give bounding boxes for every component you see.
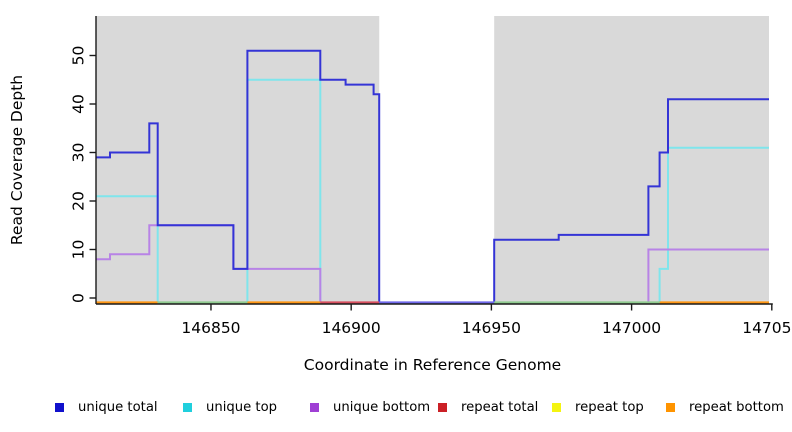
legend-swatch-icon — [183, 402, 192, 412]
plot-bg-left — [96, 16, 380, 304]
y-tick-label: 40 — [69, 94, 87, 114]
plot-bg-right — [494, 16, 769, 304]
x-tick-label: 146950 — [462, 319, 521, 337]
y-tick-label: 0 — [69, 293, 87, 303]
legend-label: unique total — [78, 399, 158, 415]
legend-label: repeat top — [575, 399, 644, 415]
legend-swatch-icon — [552, 402, 561, 412]
legend-swatch-icon — [666, 402, 675, 412]
legend-label: repeat bottom — [689, 399, 784, 415]
y-axis-title: Read Coverage Depth — [8, 74, 26, 246]
y-tick-label: 10 — [69, 240, 87, 260]
y-tick-label: 50 — [69, 46, 87, 66]
legend-label: repeat total — [461, 399, 539, 415]
y-tick-label: 20 — [69, 191, 87, 211]
legend-swatch-icon — [55, 402, 64, 412]
plot-background — [96, 16, 769, 304]
y-tick-label: 30 — [69, 143, 87, 163]
legend-label: unique bottom — [333, 399, 431, 415]
x-tick-label: 146900 — [322, 319, 381, 337]
legend-item-repeat-top: repeat top — [552, 398, 644, 416]
legend-swatch-icon — [438, 402, 447, 412]
x-axis-title: Coordinate in Reference Genome — [303, 356, 562, 374]
series-lines — [96, 49, 769, 304]
legend-item-unique-total: unique total — [55, 398, 158, 416]
legend-item-repeat-total: repeat total — [438, 398, 538, 416]
x-tick-label: 147000 — [602, 319, 661, 337]
legend-item-unique-bottom: unique bottom — [310, 398, 430, 416]
legend-label: unique top — [206, 399, 278, 415]
legend-swatch-icon — [310, 402, 319, 412]
legend: unique total unique top unique bottom repea… — [0, 398, 792, 420]
legend-item-repeat-bottom: repeat bottom — [666, 398, 784, 416]
legend-item-unique-top: unique top — [183, 398, 277, 416]
series-line-unique-total — [96, 49, 769, 304]
x-tick-label: 146850 — [181, 319, 240, 337]
